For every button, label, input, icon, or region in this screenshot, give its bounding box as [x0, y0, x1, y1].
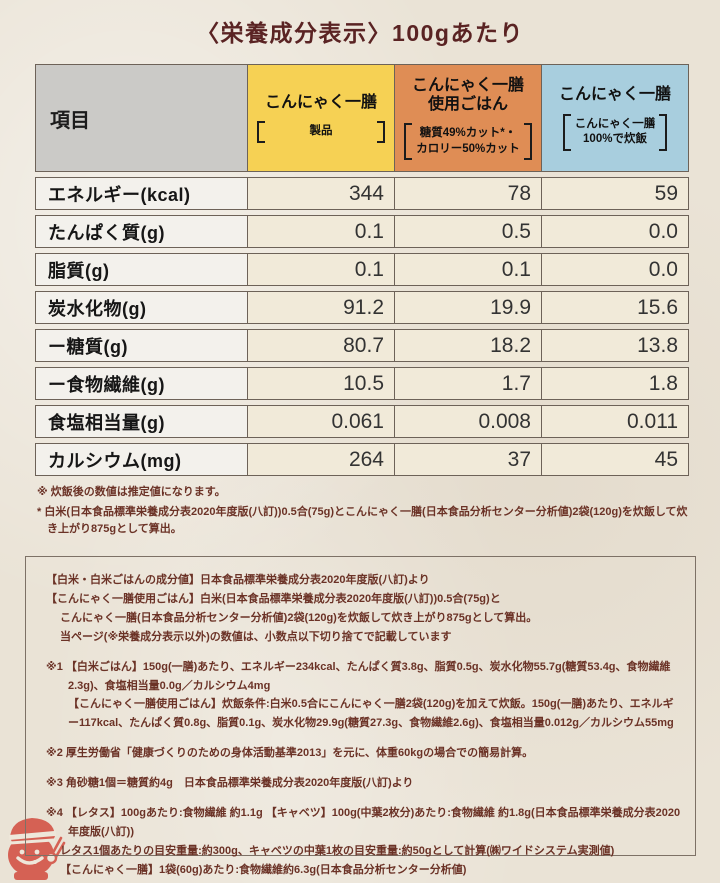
footnote-estimate: ※ 炊飯後の数値は推定値になります。	[37, 486, 226, 498]
table-row-sugar: ー糖質(g) 80.7 18.2 13.8	[35, 329, 692, 362]
bracket-right-icon	[377, 121, 385, 143]
row-value: 59	[541, 177, 689, 210]
note-line: 【こんにゃく一膳】1袋(60g)あたり:食物繊維約6.3g(日本食品分析センター…	[60, 863, 467, 876]
note-line: こんにゃく一膳(日本食品分析センター分析値)2袋(120g)を炊飯して炊き上がり…	[60, 611, 538, 624]
note-line-ref3: ※3 角砂糖1個＝糖質約4g 日本食品標準栄養成分表2020年度版(八訂)より	[46, 777, 414, 790]
row-value: 0.061	[247, 405, 395, 438]
row-value: 0.008	[394, 405, 542, 438]
note-line: 【こんにゃく一膳使用ごはん】白米(日本食品標準栄養成分表2020年度版(八訂))…	[46, 592, 501, 605]
row-value: 18.2	[394, 329, 542, 362]
row-value: 15.6	[541, 291, 689, 324]
row-value: 0.5	[394, 215, 542, 248]
row-value: 78	[394, 177, 542, 210]
table-row-fat: 脂質(g) 0.1 0.1 0.0	[35, 253, 692, 286]
bracket-right-icon	[523, 123, 532, 161]
note-line-ref4: ※4 【レタス】100gあたり:食物繊維 約1.1g 【キャベツ】100g(中葉…	[46, 807, 681, 838]
header-item-cell: 項目	[35, 64, 248, 172]
nutrition-table: 項目 こんにゃく一膳 製品 こんにゃく一膳 使用ごはん 糖質49%カット*・ カ…	[35, 64, 692, 476]
row-value: 0.011	[541, 405, 689, 438]
table-row-calcium: カルシウム(mg) 264 37 45	[35, 443, 692, 476]
header-col-cooked-rice: こんにゃく一膳 使用ごはん 糖質49%カット*・ カロリー50%カット	[394, 64, 542, 172]
table-row-carbohydrate: 炭水化物(g) 91.2 19.9 15.6	[35, 291, 692, 324]
row-value: 344	[247, 177, 395, 210]
bracket-left-icon	[257, 121, 265, 143]
row-value: 0.0	[541, 253, 689, 286]
bracket-right-icon	[659, 113, 668, 151]
col-product-subtitle: 製品	[309, 125, 333, 138]
note-line-ref2: ※2 厚生労働省「健康づくりのための身体活動基準2013」を元に、体重60kgの…	[46, 747, 534, 760]
col-100-percent-subtitle-bracket: こんにゃく一膳 100%で炊飯	[562, 113, 668, 151]
row-value: 37	[394, 443, 542, 476]
header-col-product: こんにゃく一膳 製品	[247, 64, 395, 172]
table-header-row: 項目 こんにゃく一膳 製品 こんにゃく一膳 使用ごはん 糖質49%カット*・ カ…	[35, 64, 692, 172]
row-value: 13.8	[541, 329, 689, 362]
note-line: 当ページ(※栄養成分表示以外)の数値は、小数点以下切り捨てで記載しています	[60, 630, 452, 643]
col-cooked-rice-subtitle-bracket: 糖質49%カット*・ カロリー50%カット	[404, 123, 532, 161]
row-value: 0.1	[247, 253, 395, 286]
footnote-calculation: * 白米(日本食品標準栄養成分表2020年度版(八訂))0.5合(75g)とこん…	[37, 505, 688, 536]
col-cooked-rice-subtitle: 糖質49%カット*・ カロリー50%カット	[416, 127, 520, 155]
row-value: 10.5	[247, 367, 395, 400]
bracket-left-icon	[404, 123, 413, 161]
row-label: 炭水化物(g)	[35, 291, 248, 324]
bracket-left-icon	[562, 113, 571, 151]
rice-bowl-mascot-icon	[8, 818, 66, 880]
col-cooked-rice-name: こんにゃく一膳 使用ごはん	[411, 76, 524, 113]
row-label: エネルギー(kcal)	[35, 177, 248, 210]
table-footnotes: ※ 炊飯後の数値は推定値になります。 * 白米(日本食品標準栄養成分表2020年…	[37, 484, 697, 541]
col-100-percent-subtitle: こんにゃく一膳 100%で炊飯	[574, 117, 656, 146]
col-100-percent-name: こんにゃく一膳	[558, 86, 671, 104]
note-line: 【白米・白米ごはんの成分値】日本食品標準栄養成分表2020年度版(八訂)より	[46, 574, 430, 586]
row-value: 45	[541, 443, 689, 476]
row-label: ー食物繊維(g)	[35, 367, 248, 400]
col-product-subtitle-bracket: 製品	[257, 121, 385, 143]
row-label: 脂質(g)	[35, 253, 248, 286]
note-line-ref1: ※1 【白米ごはん】150g(一膳)あたり、エネルギー234kcal、たんぱく質…	[46, 660, 671, 692]
row-label: 食塩相当量(g)	[35, 405, 248, 438]
row-label: たんぱく質(g)	[35, 215, 248, 248]
table-row-energy: エネルギー(kcal) 344 78 59	[35, 177, 692, 210]
table-row-protein: たんぱく質(g) 0.1 0.5 0.0	[35, 215, 692, 248]
row-value: 0.1	[394, 253, 542, 286]
row-value: 1.7	[394, 367, 542, 400]
row-value: 1.8	[541, 367, 689, 400]
row-value: 264	[247, 443, 395, 476]
table-row-fiber: ー食物繊維(g) 10.5 1.7 1.8	[35, 367, 692, 400]
row-label: ー糖質(g)	[35, 329, 248, 362]
row-label: カルシウム(mg)	[35, 443, 248, 476]
header-col-100-percent: こんにゃく一膳 こんにゃく一膳 100%で炊飯	[541, 64, 689, 172]
row-value: 0.1	[247, 215, 395, 248]
note-line: レタス1個あたりの目安重量:約300g、キャベツの中葉1枚の目安重量:約50gと…	[60, 844, 615, 857]
notes-box: 【白米・白米ごはんの成分値】日本食品標準栄養成分表2020年度版(八訂)より 【…	[25, 556, 696, 876]
row-value: 19.9	[394, 291, 542, 324]
row-value: 0.0	[541, 215, 689, 248]
col-product-name: こんにゃく一膳	[264, 94, 377, 112]
row-value: 80.7	[247, 329, 395, 362]
table-row-salt: 食塩相当量(g) 0.061 0.008 0.011	[35, 405, 692, 438]
table-body: エネルギー(kcal) 344 78 59 たんぱく質(g) 0.1 0.5 0…	[35, 177, 692, 476]
page-title: 〈栄養成分表示〉100gあたり	[196, 20, 524, 46]
note-line: 【こんにゃく一膳使用ごはん】炊飯条件:白米0.5合にこんにゃく一膳2袋(120g…	[68, 698, 674, 730]
row-value: 91.2	[247, 291, 395, 324]
